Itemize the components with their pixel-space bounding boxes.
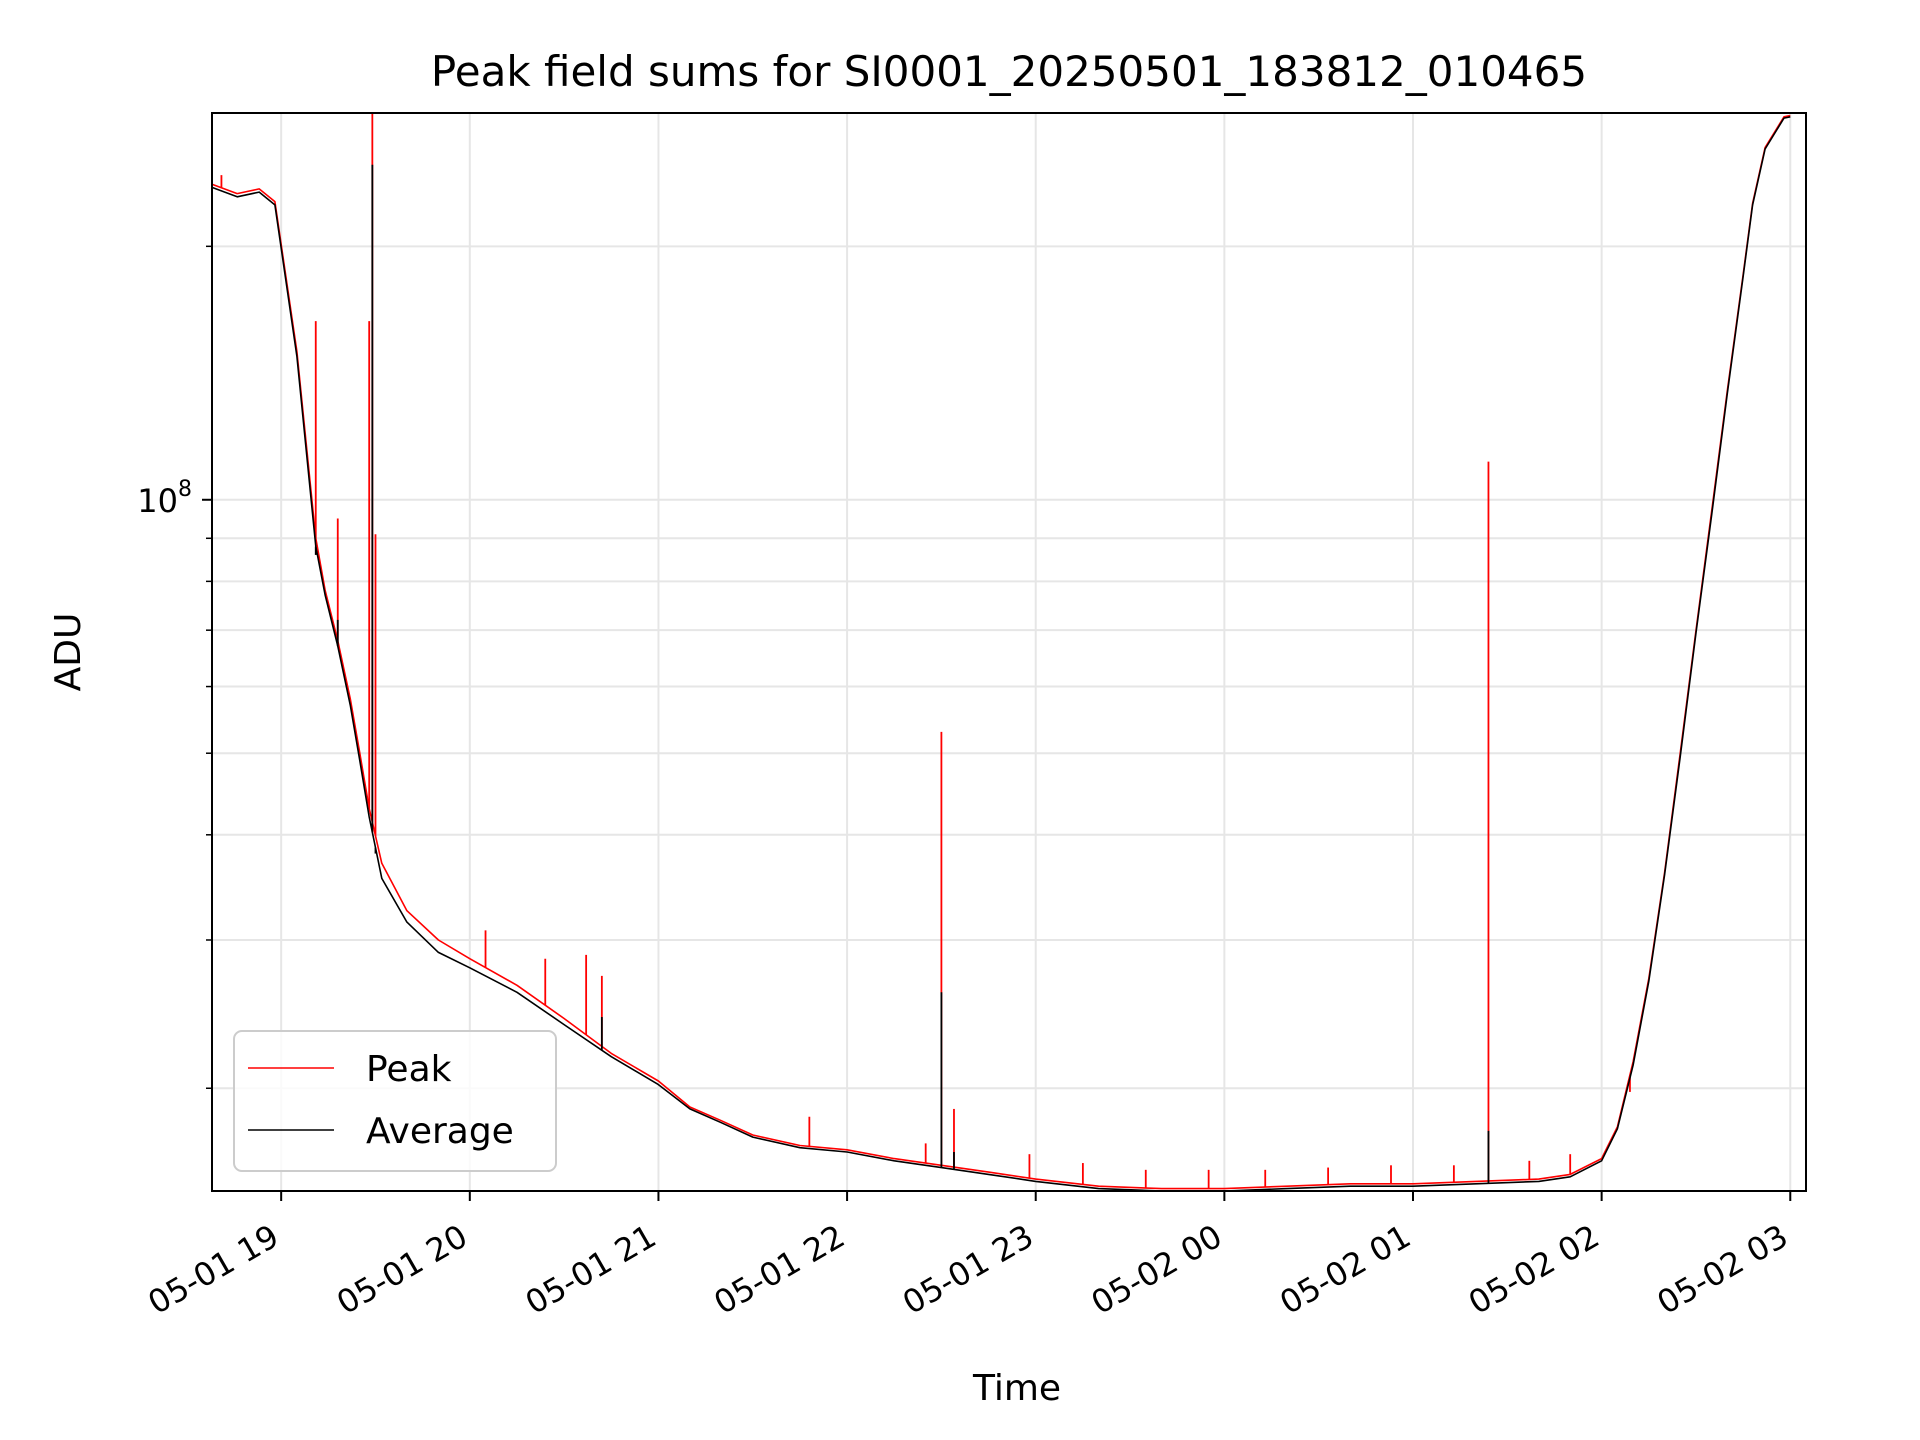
y-axis-label: ADU bbox=[48, 613, 89, 692]
legend: Peak Average bbox=[233, 1030, 557, 1172]
y-axis-ticks: 108 bbox=[137, 245, 212, 1089]
plot-frame bbox=[211, 112, 1807, 1192]
legend-label-average: Average bbox=[366, 1111, 514, 1152]
x-axis-label: Time bbox=[972, 1368, 1061, 1409]
legend-label-peak: Peak bbox=[366, 1049, 452, 1090]
series-average bbox=[211, 116, 1791, 1192]
chart-title: Peak field sums for SI0001_20250501_1838… bbox=[431, 47, 1587, 96]
grid-lines bbox=[212, 113, 1806, 1191]
series-line-average bbox=[211, 116, 1791, 1192]
y-tick-label: 108 bbox=[137, 477, 192, 520]
series-layer bbox=[211, 113, 1791, 1192]
legend-box bbox=[233, 1030, 557, 1172]
